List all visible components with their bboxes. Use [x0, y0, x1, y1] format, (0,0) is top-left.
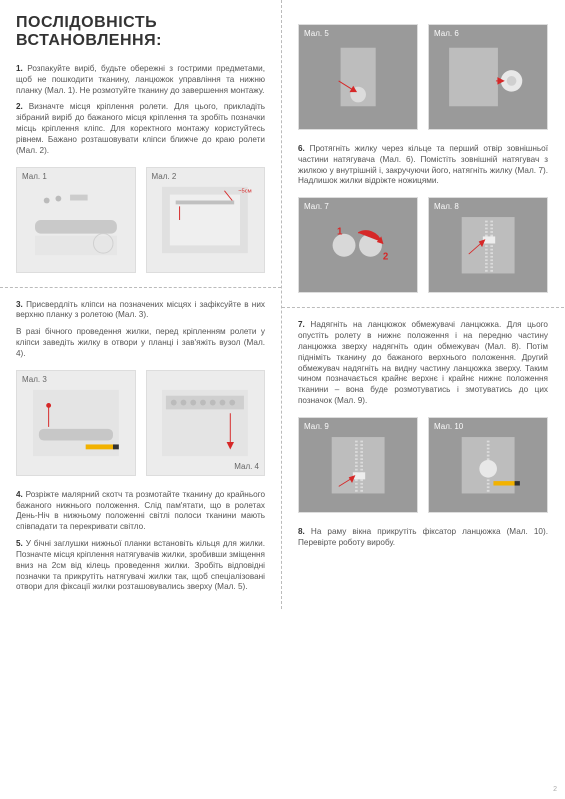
figure-row-1: Мал. 1 Мал. 2 ~5см: [16, 167, 265, 273]
svg-text:~5см: ~5см: [238, 188, 252, 194]
svg-text:1: 1: [337, 227, 343, 238]
figure-mal3: Мал. 3: [16, 370, 136, 476]
step-8: 8. На раму вікна прикрутіть фіксатор лан…: [298, 527, 548, 549]
figure-mal1: Мал. 1: [16, 167, 136, 273]
horizontal-divider-left: [0, 287, 281, 288]
figure-mal6: Мал. 6: [428, 24, 548, 130]
figure-mal4: Мал. 4: [146, 370, 266, 476]
step-5: 5. У бічні заглушки нижньої планки встан…: [16, 539, 265, 593]
figure-row-5: Мал. 9 Мал. 10: [298, 417, 548, 513]
figure-row-3: Мал. 5 Мал. 6: [298, 24, 548, 130]
page-number: 2: [553, 786, 557, 793]
step-2: 2. Визначте місця кріплення ролети. Для …: [16, 102, 265, 156]
right-column: Мал. 5 Мал. 6 6. Протягніть жилку через …: [282, 0, 564, 609]
step-3: 3. Присвердліть кліпси на позначених міс…: [16, 300, 265, 322]
figure-row-2: Мал. 3 Мал. 4: [16, 370, 265, 476]
figure-mal5: Мал. 5: [298, 24, 418, 130]
svg-text:2: 2: [383, 251, 388, 262]
figure-mal8: Мал. 8: [428, 197, 548, 293]
figure-row-4: Мал. 7 12 Мал. 8: [298, 197, 548, 293]
figure-mal9: Мал. 9: [298, 417, 418, 513]
step-4: 4. Розріжте малярний скотч та розмотайте…: [16, 490, 265, 533]
step-3b: В разі бічного проведення жилки, перед к…: [16, 327, 265, 359]
page-title: ПОСЛІДОВНІСТЬ ВСТАНОВЛЕННЯ:: [16, 14, 265, 50]
figure-mal7: Мал. 7 12: [298, 197, 418, 293]
figure-mal10: Мал. 10: [428, 417, 548, 513]
step-7: 7. Надягніть на ланцюжок обмежувачі ланц…: [298, 320, 548, 407]
figure-mal2: Мал. 2 ~5см: [146, 167, 266, 273]
horizontal-divider-right: [282, 307, 564, 308]
step-6: 6. Протягніть жилку через кільце та перш…: [298, 144, 548, 187]
left-column: ПОСЛІДОВНІСТЬ ВСТАНОВЛЕННЯ: 1. Розпакуйт…: [0, 0, 282, 609]
step-1: 1. Розпакуйте виріб, будьте обережні з г…: [16, 64, 265, 96]
